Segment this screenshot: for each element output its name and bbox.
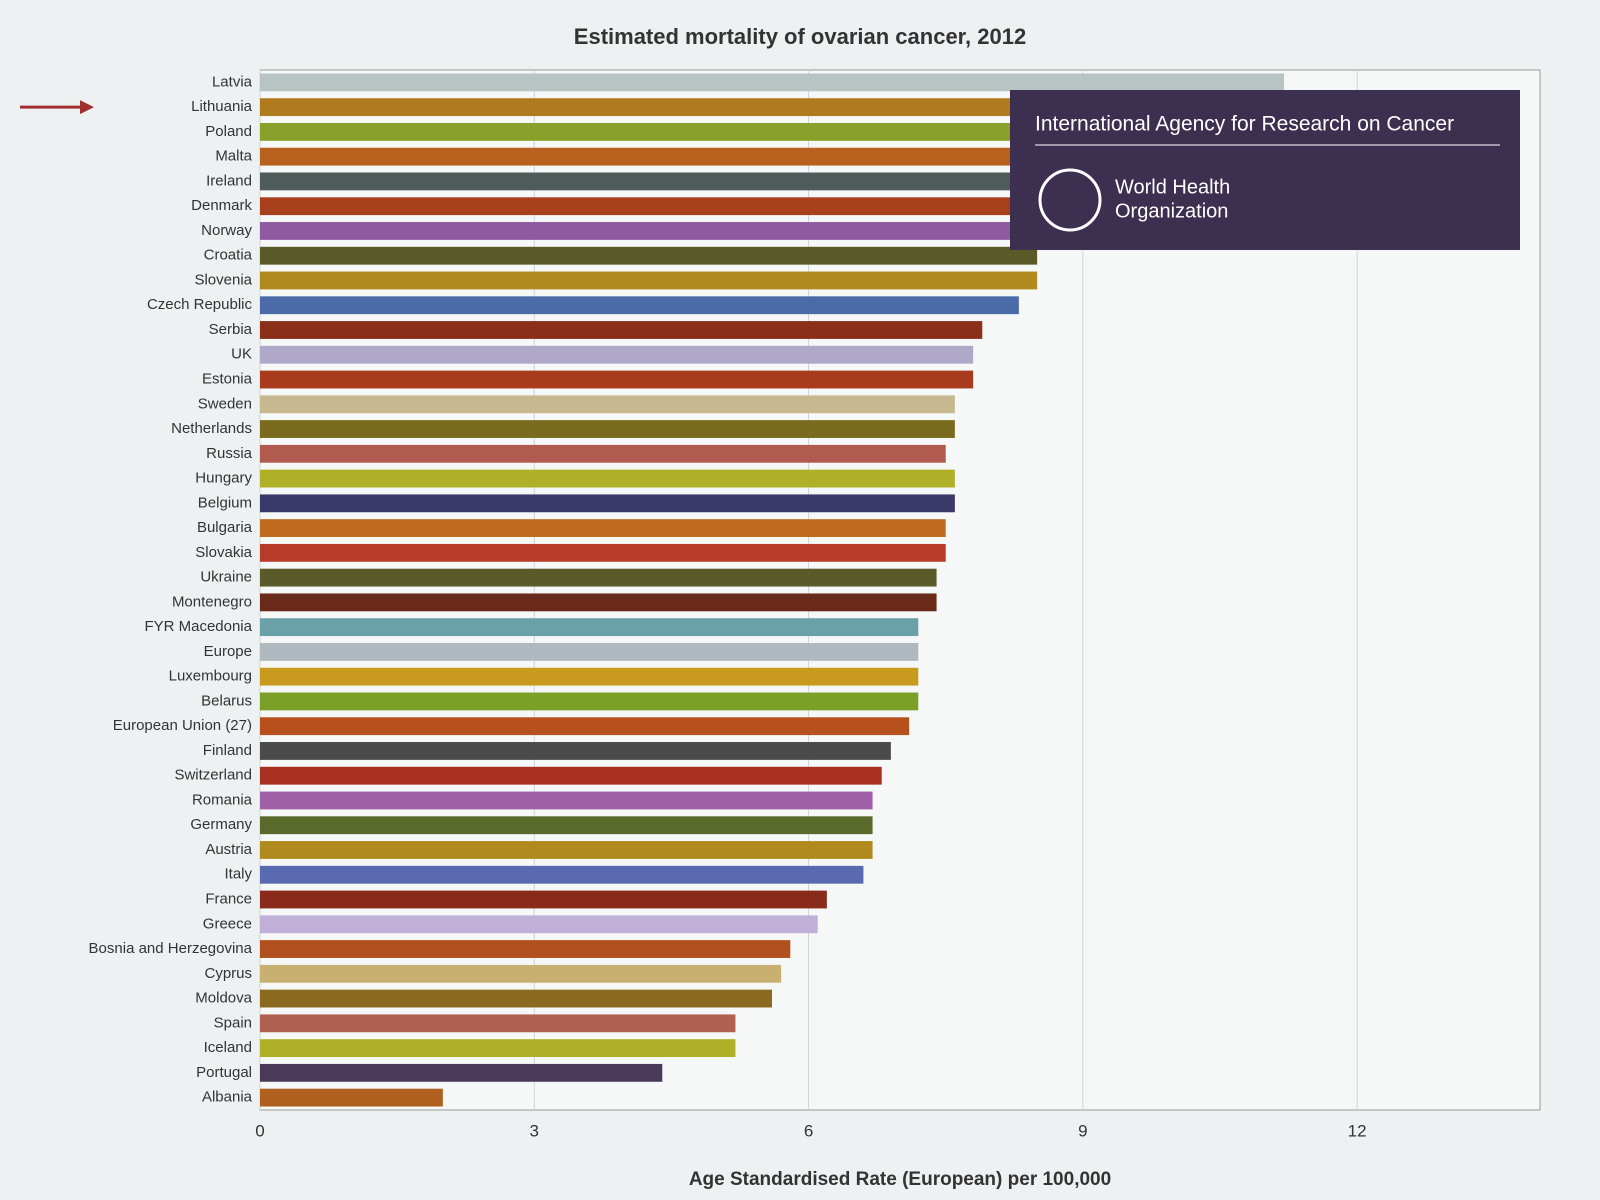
y-tick-label: Hungary — [195, 470, 252, 487]
x-tick-label: 9 — [1078, 1121, 1087, 1140]
y-tick-label: France — [205, 890, 252, 907]
bar — [260, 940, 791, 958]
bar — [260, 766, 882, 785]
y-tick-label: Cyprus — [204, 965, 252, 982]
x-tick-label: 6 — [804, 1121, 813, 1140]
bar — [260, 73, 1284, 92]
y-tick-label: Spain — [214, 1014, 252, 1031]
x-tick-label: 3 — [530, 1121, 539, 1140]
bar — [260, 568, 937, 587]
y-tick-label: Finland — [203, 742, 252, 759]
y-tick-label: Greece — [203, 915, 252, 932]
bar — [260, 370, 974, 389]
bar — [260, 865, 864, 884]
y-tick-label: Netherlands — [171, 420, 252, 437]
y-tick-label: Belgium — [198, 494, 252, 511]
x-tick-label: 0 — [255, 1121, 264, 1140]
bar — [260, 915, 818, 934]
bar — [260, 964, 782, 983]
x-tick-label: 12 — [1348, 1121, 1367, 1140]
y-tick-label: Bulgaria — [197, 519, 253, 536]
x-axis-title: Age Standardised Rate (European) per 100… — [689, 1169, 1111, 1190]
bar — [260, 469, 955, 488]
bar — [260, 147, 1120, 166]
chart-title: Estimated mortality of ovarian cancer, 2… — [574, 24, 1026, 49]
bar — [260, 321, 983, 339]
bar — [260, 1039, 736, 1058]
bar — [260, 172, 1111, 191]
y-tick-label: Ireland — [206, 172, 252, 189]
y-tick-label: Latvia — [212, 73, 253, 90]
y-tick-label: Slovakia — [195, 544, 252, 561]
y-tick-label: Romania — [192, 791, 253, 808]
y-tick-label: Germany — [190, 816, 252, 833]
y-tick-label: Croatia — [204, 247, 253, 264]
bar — [260, 642, 919, 661]
y-tick-label: Norway — [201, 222, 252, 239]
y-tick-label: European Union (27) — [113, 717, 252, 734]
logo-org-line: World Health — [1115, 176, 1230, 198]
y-tick-label: Czech Republic — [147, 296, 253, 313]
bar — [260, 791, 873, 810]
bar — [260, 98, 1248, 117]
y-tick-label: Belarus — [201, 692, 252, 709]
bar — [260, 692, 919, 711]
y-tick-label: Poland — [205, 123, 252, 140]
bar — [260, 519, 946, 538]
bar — [260, 742, 891, 760]
y-tick-label: FYR Macedonia — [144, 618, 252, 635]
logo-box — [1010, 90, 1520, 250]
y-tick-label: Estonia — [202, 370, 253, 387]
y-tick-label: Denmark — [191, 197, 252, 214]
y-tick-label: Austria — [205, 841, 252, 858]
y-tick-label: Ukraine — [200, 569, 252, 586]
y-tick-label: Sweden — [198, 395, 252, 412]
y-tick-label: Russia — [206, 445, 253, 462]
y-tick-label: Albania — [202, 1089, 253, 1106]
bar — [260, 494, 955, 513]
bar — [260, 197, 1056, 216]
bar — [260, 222, 1047, 240]
y-tick-label: Lithuania — [191, 98, 253, 115]
bar — [260, 345, 974, 364]
bar — [260, 444, 946, 463]
bar — [260, 1088, 443, 1107]
bar — [260, 271, 1038, 290]
bar — [260, 296, 1019, 315]
bar — [260, 543, 946, 562]
bar — [260, 420, 955, 438]
y-tick-label: Italy — [224, 866, 252, 883]
bar — [260, 618, 919, 637]
bar — [260, 989, 772, 1008]
y-tick-label: Bosnia and Herzegovina — [89, 940, 253, 957]
bar — [260, 246, 1038, 265]
y-tick-label: Portugal — [196, 1064, 252, 1081]
bar — [260, 593, 937, 612]
bar — [260, 816, 873, 835]
logo: International Agency for Research on Can… — [1010, 90, 1520, 250]
bar — [260, 890, 827, 909]
y-tick-label: Serbia — [209, 321, 253, 338]
bar — [260, 122, 1120, 141]
y-tick-label: Europe — [204, 643, 252, 660]
logo-emblem — [1038, 168, 1102, 232]
y-tick-label: Slovenia — [194, 271, 252, 288]
y-tick-label: Moldova — [195, 990, 252, 1007]
bar — [260, 1014, 736, 1033]
y-tick-label: Iceland — [204, 1039, 252, 1056]
y-tick-label: Luxembourg — [169, 668, 252, 685]
bar — [260, 1063, 663, 1082]
bar — [260, 395, 955, 414]
y-tick-label: UK — [231, 346, 252, 363]
bar — [260, 667, 919, 686]
y-tick-label: Switzerland — [174, 767, 252, 784]
pointer-arrow-head — [80, 100, 94, 115]
bar — [260, 841, 873, 859]
bar — [260, 717, 910, 736]
logo-org-line: Organization — [1115, 200, 1228, 222]
logo-agency: International Agency for Research on Can… — [1035, 113, 1454, 136]
y-tick-label: Montenegro — [172, 593, 252, 610]
y-tick-label: Malta — [215, 148, 252, 165]
